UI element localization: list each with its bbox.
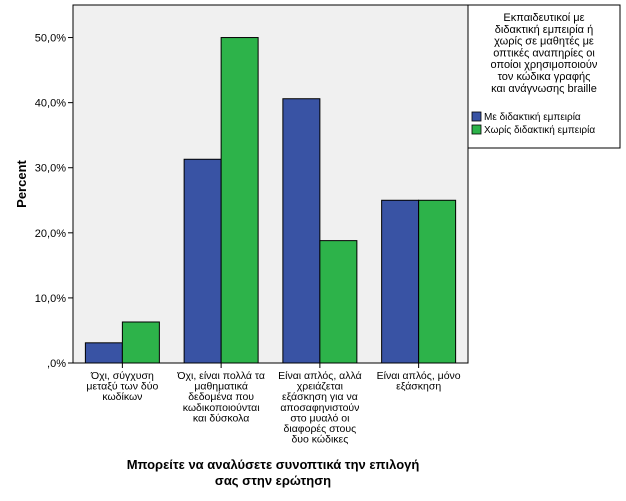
bar-series-1-category-4 bbox=[381, 199, 420, 364]
x-category-label: Όχι, είναι πολλά τα bbox=[176, 370, 265, 382]
x-category-label: δυο κώδικες bbox=[291, 434, 348, 446]
y-tick-label: ,0% bbox=[47, 358, 66, 370]
plot-frame bbox=[72, 4, 469, 364]
x-category-label: διαφορές στους bbox=[284, 423, 357, 435]
x-category-label: μεταξύ των δύο bbox=[86, 381, 158, 393]
legend-title-line: οποίοι χρησιμοποιούν bbox=[491, 59, 598, 71]
x-category-label: και δύσκολα bbox=[193, 412, 249, 424]
y-tick-label: 40,0% bbox=[35, 98, 66, 110]
bar-series-2-category-1 bbox=[121, 321, 160, 364]
y-tick-label: 20,0% bbox=[35, 228, 66, 240]
legend-label-1: Με διδακτική εμπειρία bbox=[484, 111, 581, 123]
x-category-label: εξάσκηση για να bbox=[282, 391, 358, 403]
x-category-label: κωδικοποιούνται bbox=[183, 402, 260, 414]
y-axis-title: Percent bbox=[14, 159, 29, 207]
legend-title-line: τον κώδικα γραφής bbox=[498, 71, 591, 83]
x-category-label: Είναι απλός, μόνο bbox=[377, 370, 461, 382]
legend-swatch-2 bbox=[471, 124, 482, 135]
x-category-label: εξάσκηση bbox=[396, 381, 441, 393]
legend-title-line: χωρίς σε μαθητές με bbox=[494, 36, 594, 48]
x-category-label: δεδομένα που bbox=[188, 391, 254, 403]
y-tick-label: 50,0% bbox=[35, 33, 66, 45]
bar-series-1-category-1 bbox=[84, 342, 123, 364]
x-axis-title: Μπορείτε να αναλύσετε συνοπτικά την επιλ… bbox=[127, 457, 420, 488]
bar-series-1-category-2 bbox=[183, 158, 222, 364]
x-axis-title-line: σας στην ερώτηση bbox=[215, 473, 331, 488]
bar-series-2-category-4 bbox=[418, 199, 457, 364]
bar-series-1-category-3 bbox=[282, 98, 321, 364]
y-tick-label: 30,0% bbox=[35, 163, 66, 175]
y-tick-label: 10,0% bbox=[35, 293, 66, 305]
bar-series-2-category-2 bbox=[220, 37, 259, 364]
x-category-label: κωδίκων bbox=[102, 391, 142, 403]
legend-swatch-1 bbox=[471, 111, 482, 122]
legend-title-line: και ανάγνωσης braille bbox=[491, 83, 597, 95]
bar-series-2-category-3 bbox=[319, 240, 358, 364]
legend-frame bbox=[467, 4, 621, 149]
x-category-label: Όχι, σύγχυση bbox=[90, 370, 154, 382]
x-category-label: στο μυαλό οι bbox=[290, 412, 350, 424]
x-category-label: μαθηματικά bbox=[194, 381, 248, 393]
x-axis-title-line: Μπορείτε να αναλύσετε συνοπτικά την επιλ… bbox=[127, 457, 420, 472]
legend-label-2: Χωρίς διδακτική εμπειρία bbox=[484, 124, 595, 136]
x-category-label: Είναι απλός, αλλά bbox=[278, 370, 362, 382]
legend-title-line: οπτικές αναπηρίες οι bbox=[493, 47, 595, 59]
legend-title-line: διδακτική εμπειρία ή bbox=[495, 24, 593, 36]
x-category-label: χρειάζεται bbox=[297, 381, 344, 393]
x-category-label: αποσαφηνιστούν bbox=[280, 402, 359, 414]
legend-title-line: Εκπαιδευτικοί με bbox=[503, 12, 584, 24]
bars-group bbox=[84, 37, 457, 364]
y-axis-ticks: ,0% 10,0% 20,0% 30,0% 40,0% 50,0% bbox=[35, 33, 73, 370]
